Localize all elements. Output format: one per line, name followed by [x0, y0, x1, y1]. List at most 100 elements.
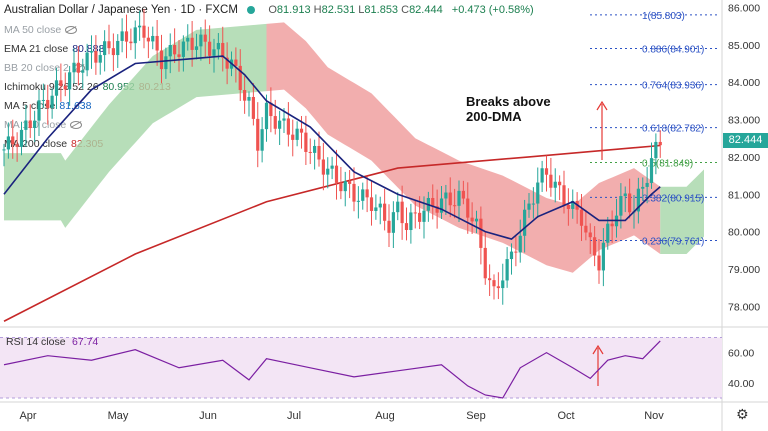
- candle-body: [142, 25, 146, 38]
- candle-body: [571, 200, 575, 209]
- price-tick: 86.000: [728, 2, 760, 14]
- candle-body: [81, 70, 85, 73]
- hidden-eye-icon[interactable]: [70, 121, 83, 130]
- candle-body: [299, 128, 304, 133]
- candle-body: [361, 189, 365, 201]
- candle-body: [260, 129, 264, 151]
- candle-body: [365, 189, 369, 198]
- candle-body: [98, 55, 102, 63]
- candle-body: [111, 48, 115, 56]
- ichimoku-cloud-2: [441, 151, 547, 266]
- candle-body: [387, 220, 391, 233]
- candle-body: [435, 206, 439, 213]
- candle-body: [343, 181, 347, 192]
- time-tick: Nov: [644, 410, 664, 422]
- candle-body: [531, 203, 535, 205]
- candle-body: [619, 196, 623, 216]
- settings-gear-icon[interactable]: ⚙: [736, 406, 749, 422]
- candle-body: [649, 158, 654, 183]
- candle-body: [356, 200, 360, 202]
- candle-body: [238, 65, 242, 91]
- candle-body: [173, 45, 177, 55]
- time-tick: Sep: [466, 410, 486, 422]
- candle-body: [59, 80, 63, 87]
- candle-body: [264, 102, 269, 130]
- hidden-eye-icon[interactable]: [65, 26, 78, 35]
- candle-body: [505, 259, 509, 281]
- ichimoku-cloud-4: [660, 169, 704, 255]
- candle-body: [326, 168, 330, 175]
- candle-body: [352, 183, 356, 202]
- candle-body: [330, 165, 334, 169]
- candle-body: [194, 46, 199, 50]
- candle-body: [146, 37, 150, 42]
- fib-label: 0.236(79.761): [642, 237, 704, 248]
- candle-body: [597, 255, 601, 271]
- candle-body: [68, 72, 72, 90]
- candle-body: [369, 197, 374, 211]
- candle-body: [374, 207, 378, 211]
- candle-body: [256, 118, 260, 151]
- candle-body: [588, 232, 592, 238]
- candle-body: [212, 49, 216, 56]
- candle-body: [269, 102, 273, 117]
- candle-body: [304, 132, 308, 152]
- legend-label: MA 200 close: [4, 138, 68, 150]
- candle-body: [418, 212, 422, 222]
- candle-body: [50, 95, 54, 108]
- candle-body: [216, 42, 220, 50]
- candle-body: [483, 247, 487, 279]
- candle-body: [628, 193, 632, 213]
- candle-body: [317, 145, 321, 160]
- price-tick: 79.000: [728, 264, 760, 276]
- candle-body: [208, 41, 212, 56]
- candle-body: [641, 186, 645, 189]
- candle-body: [422, 210, 426, 222]
- price-tick: 80.000: [728, 227, 760, 239]
- chart-title-row: Australian Dollar / Japanese Yen · 1D · …: [4, 4, 534, 16]
- candle-body: [89, 51, 94, 53]
- candle-body: [46, 99, 50, 108]
- candle-body: [391, 212, 395, 233]
- candle-body: [155, 35, 159, 51]
- rsi-band: [0, 337, 722, 398]
- legend-value: 81.638: [59, 100, 92, 112]
- rsi-tick: 40.00: [728, 378, 754, 390]
- legend-ma5[interactable]: MA 5 close 81.638: [4, 100, 91, 112]
- candle-body: [606, 223, 610, 243]
- legend-ma50[interactable]: MA 50 close: [4, 24, 78, 36]
- candle-body: [488, 278, 492, 281]
- candle-body: [431, 197, 435, 207]
- price-tick: 85.000: [728, 40, 760, 52]
- candle-body: [159, 50, 164, 70]
- candle-body: [273, 116, 277, 129]
- candle-body: [181, 41, 185, 57]
- candle-body: [527, 203, 531, 210]
- candle-body: [11, 136, 15, 145]
- candle-body: [474, 218, 479, 222]
- candle-body: [278, 120, 282, 129]
- legend-label: MA 50 close: [4, 24, 62, 36]
- candle-body: [593, 237, 597, 256]
- candle-body: [151, 35, 155, 42]
- candle-body: [383, 203, 387, 221]
- candle-body: [124, 31, 129, 42]
- candle-body: [334, 165, 339, 183]
- price-tick: 83.000: [728, 115, 760, 127]
- price-tick: 78.000: [728, 301, 760, 313]
- price-tick: 84.000: [728, 77, 760, 89]
- candle-body: [601, 242, 605, 271]
- ichimoku-cloud-0: [4, 23, 267, 228]
- candle-body: [636, 188, 640, 212]
- candle-body: [396, 201, 400, 213]
- price-tick: 82.000: [728, 152, 760, 164]
- candle-body: [85, 52, 89, 71]
- rsi-value: 67.74: [72, 336, 98, 348]
- candle-body: [6, 136, 10, 150]
- candle-body: [286, 118, 290, 135]
- candle-body: [523, 209, 527, 236]
- candle-body: [19, 129, 24, 147]
- candle-body: [243, 90, 247, 101]
- candle-body: [448, 192, 452, 206]
